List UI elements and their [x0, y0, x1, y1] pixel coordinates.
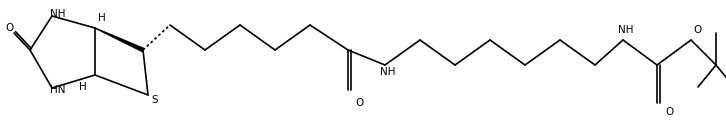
Text: HN: HN [50, 85, 66, 95]
Text: NH: NH [380, 67, 396, 77]
Text: NH: NH [619, 25, 634, 35]
Text: O: O [694, 25, 702, 35]
Text: NH: NH [50, 9, 66, 19]
Text: H: H [79, 82, 87, 92]
Text: S: S [152, 95, 158, 105]
Polygon shape [95, 28, 144, 52]
Text: H: H [98, 13, 106, 23]
Text: O: O [665, 107, 673, 117]
Text: O: O [356, 98, 364, 108]
Text: O: O [6, 23, 14, 33]
